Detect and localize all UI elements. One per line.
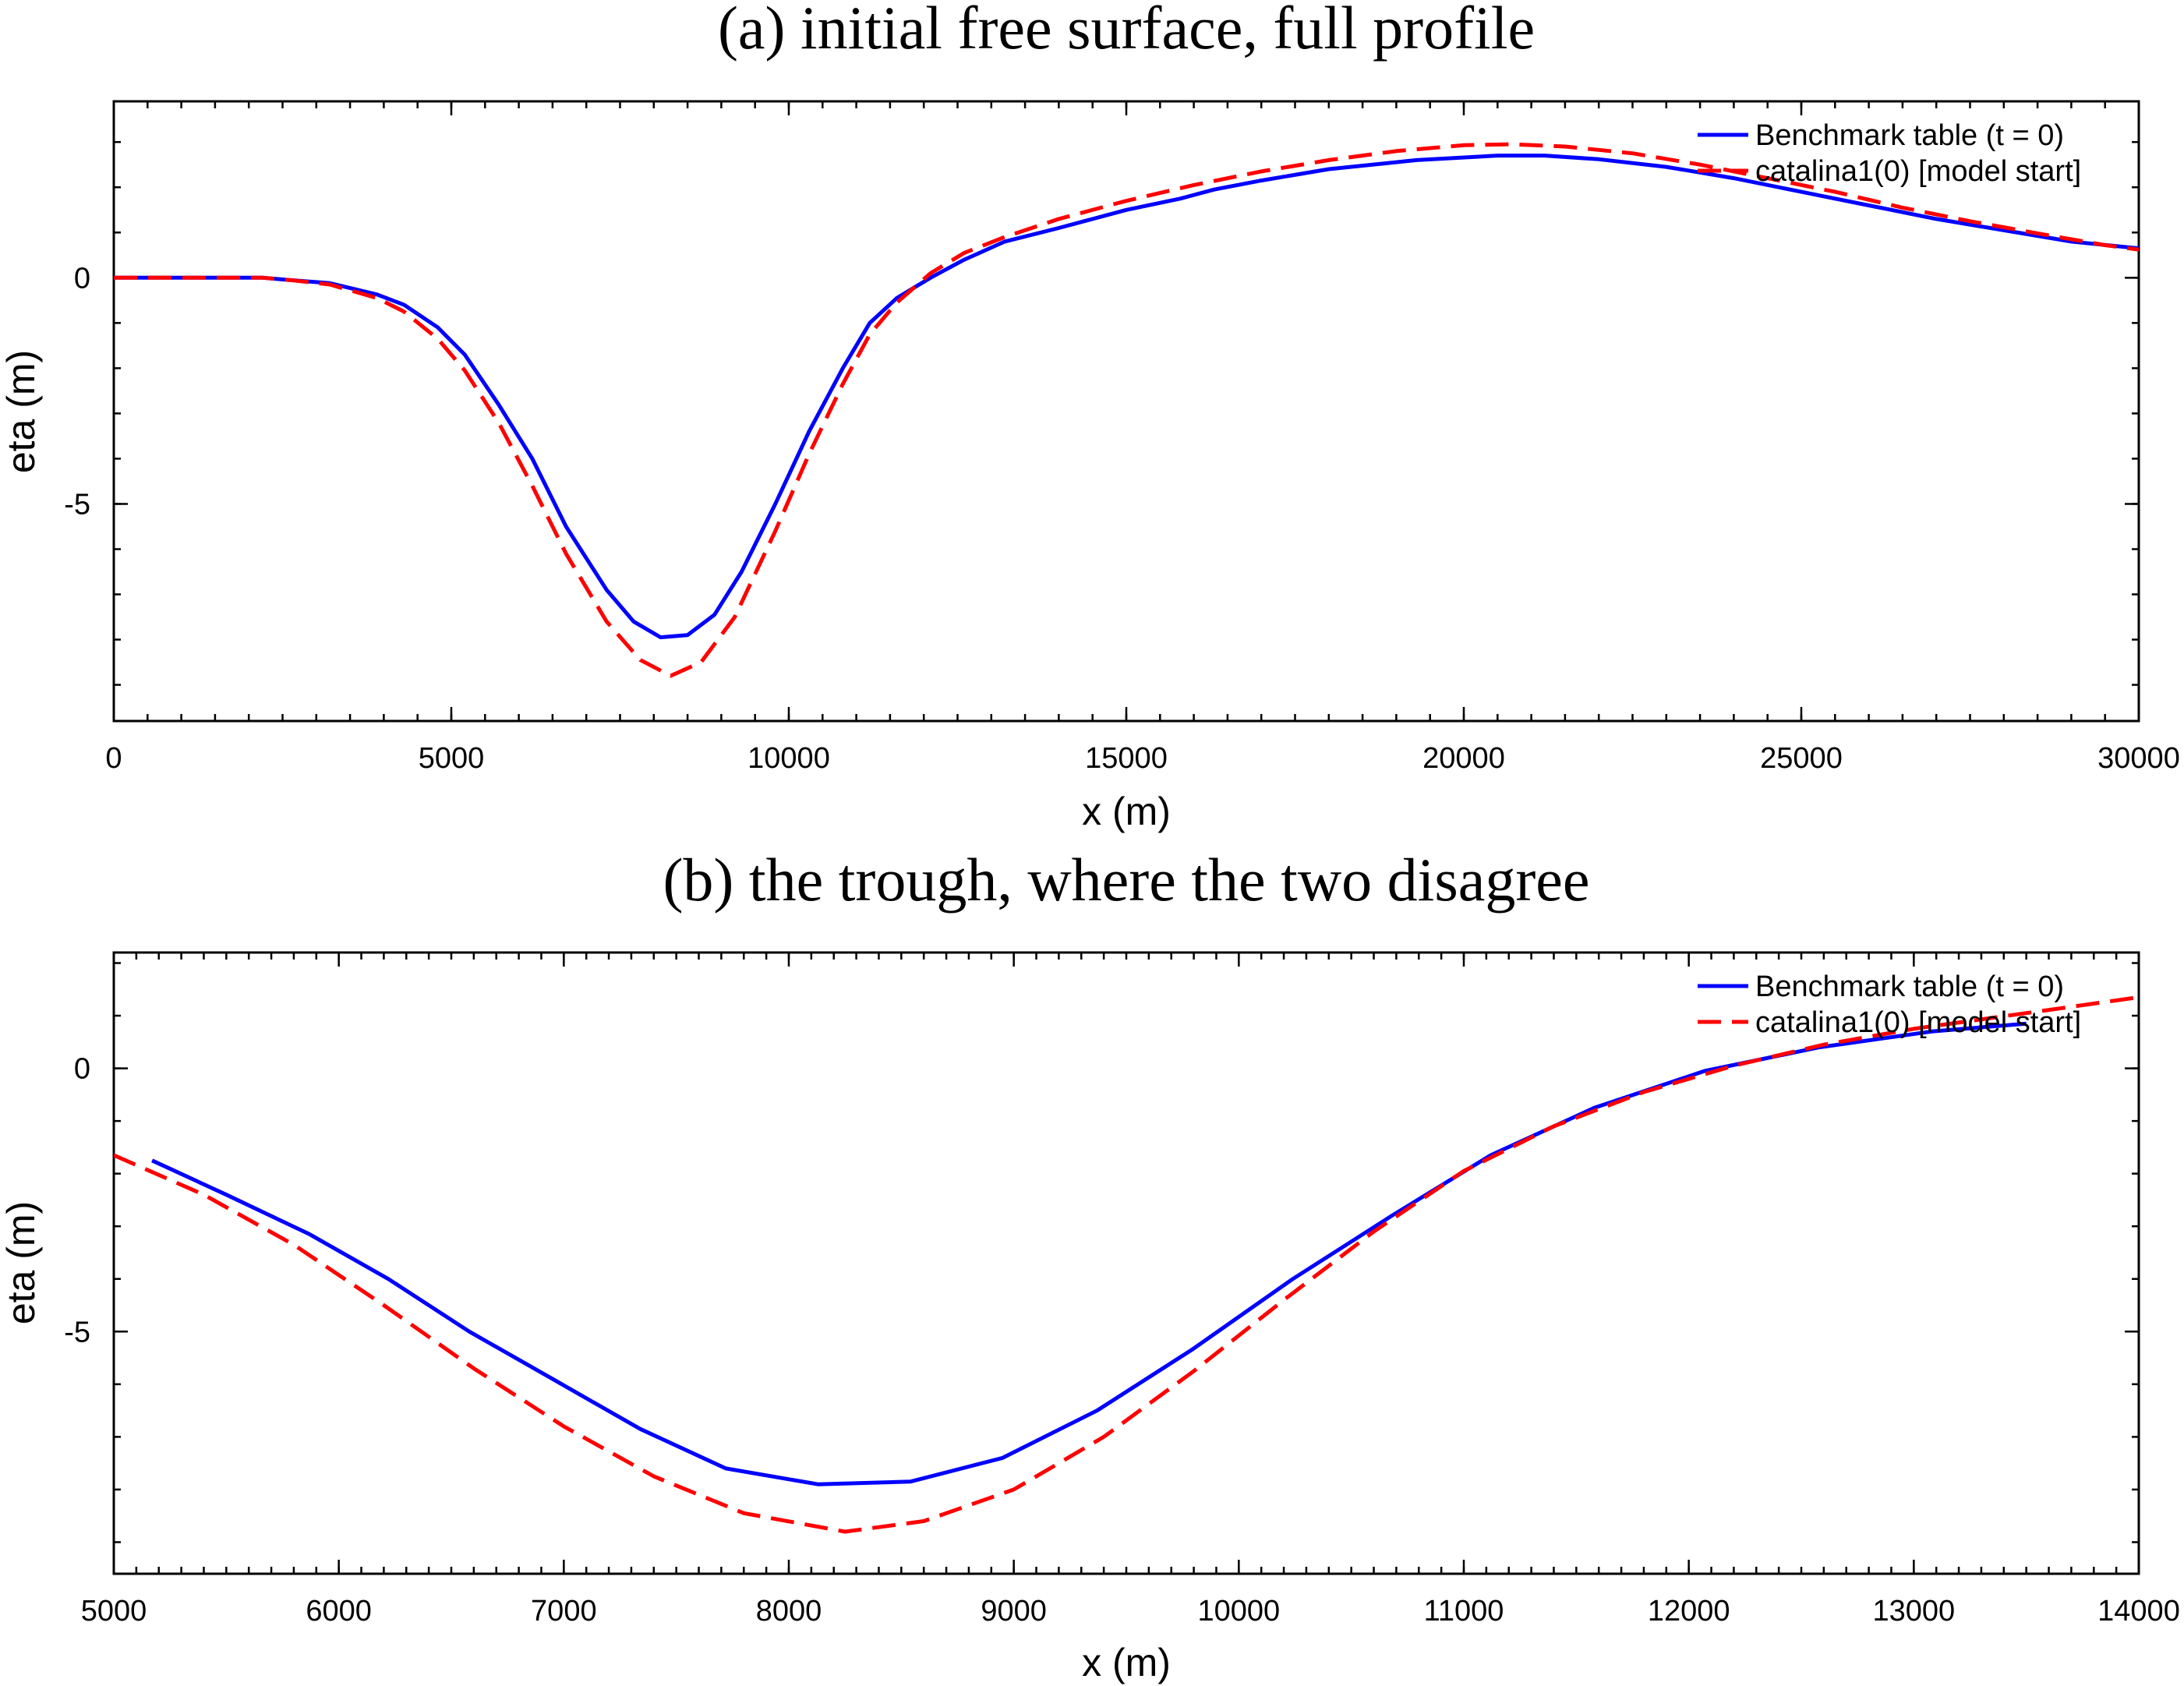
panel-a-y-tick-label: -5 bbox=[64, 488, 90, 521]
panel-b-x-tick-label: 6000 bbox=[306, 1595, 372, 1628]
panel-a-x-tick-label: 20000 bbox=[1422, 742, 1505, 775]
panel-b-x-tick-label: 10000 bbox=[1197, 1595, 1280, 1628]
panel-b-series-catalina-line bbox=[114, 995, 2139, 1534]
panel-a-y-tick-label: 0 bbox=[74, 262, 90, 295]
panel-b-x-tick-label: 14000 bbox=[2097, 1595, 2180, 1628]
panel-b-y-tick-label: 0 bbox=[74, 1053, 90, 1086]
panel-a-x-tick-label: 15000 bbox=[1085, 742, 1168, 775]
panel-a-series-catalina-line bbox=[114, 142, 2139, 678]
panel-b-y-axis-label: eta (m) bbox=[0, 1201, 43, 1324]
panel-b-series bbox=[114, 995, 2139, 1534]
panel-b-legend-label-benchmark: Benchmark table (t = 0) bbox=[1755, 970, 2064, 1003]
panel-a: (a) initial free surface, full profile 0… bbox=[0, 0, 2180, 833]
panel-a-frame bbox=[112, 100, 2140, 723]
panel-b: (b) the trough, where the two disagree 5… bbox=[0, 846, 2180, 1684]
panel-a-x-axis-label: x (m) bbox=[1082, 790, 1171, 833]
panel-a-legend-label-catalina: catalina1(0) [model start] bbox=[1755, 155, 2081, 188]
panel-a-ticks: 0 5000 10000 15000 20000 25000 30000 -5 0 bbox=[64, 101, 2180, 775]
panel-a-series-benchmark-line bbox=[114, 154, 2139, 640]
panel-b-x-tick-label: 7000 bbox=[531, 1595, 597, 1628]
panel-b-title: (b) the trough, where the two disagree bbox=[663, 846, 1589, 914]
panel-b-legend-label-catalina: catalina1(0) [model start] bbox=[1755, 1006, 2081, 1039]
panel-b-x-tick-label: 11000 bbox=[1424, 1595, 1504, 1628]
panel-a-x-tick-label: 0 bbox=[105, 742, 122, 775]
panel-a-x-tick-label: 10000 bbox=[747, 742, 830, 775]
panel-a-x-tick-label: 25000 bbox=[1760, 742, 1843, 775]
panel-a-legend: Benchmark table (t = 0) catalina1(0) [mo… bbox=[1698, 119, 2081, 188]
panel-b-legend: Benchmark table (t = 0) catalina1(0) [mo… bbox=[1698, 970, 2081, 1039]
panel-a-x-tick-label: 5000 bbox=[419, 742, 485, 775]
panel-b-x-tick-label: 9000 bbox=[981, 1595, 1047, 1628]
panel-a-legend-label-benchmark: Benchmark table (t = 0) bbox=[1755, 119, 2064, 152]
panel-b-ticks: 5000 6000 7000 8000 9000 10000 11000 12000 13000… bbox=[64, 953, 2180, 1628]
panel-b-x-tick-label: 13000 bbox=[1872, 1595, 1955, 1628]
panel-b-series-benchmark-line bbox=[151, 1021, 2027, 1486]
panel-b-y-tick-label: -5 bbox=[64, 1316, 90, 1348]
panel-b-x-tick-label: 5000 bbox=[81, 1595, 147, 1628]
panel-a-y-axis-label: eta (m) bbox=[0, 350, 43, 473]
panel-b-x-axis-label: x (m) bbox=[1082, 1641, 1171, 1684]
panel-b-x-tick-label: 8000 bbox=[756, 1595, 822, 1628]
panel-a-series bbox=[114, 142, 2139, 678]
panel-a-x-tick-label: 30000 bbox=[2097, 742, 2180, 775]
panel-a-title: (a) initial free surface, full profile bbox=[718, 0, 1535, 62]
panel-b-x-tick-label: 12000 bbox=[1648, 1595, 1730, 1628]
